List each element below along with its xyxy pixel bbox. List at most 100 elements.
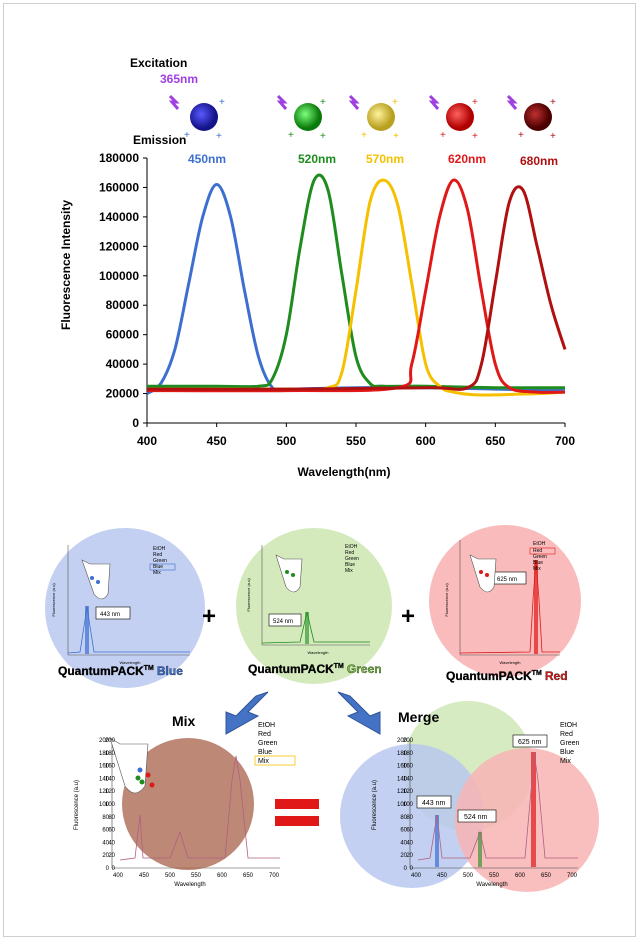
emission-label: Emission <box>133 133 186 147</box>
small-y-tick-label: 40 <box>102 840 109 846</box>
y-axis-title: Fluorescence Intensity <box>59 200 73 330</box>
small-x-tick-label: 450 <box>437 873 448 879</box>
small-y-tick-label: 60 <box>406 828 413 834</box>
peak-box-blue <box>95 606 131 620</box>
peak-label-520: 520nm <box>298 152 336 166</box>
small-y-tick-label: 20 <box>406 853 413 859</box>
small-y-tick-label: 100 <box>105 802 116 808</box>
panel-green: 524 nm EtOH Red Green Blue Mix Fluoresce… <box>236 528 392 684</box>
svg-text:+: + <box>184 130 190 141</box>
small-y-tick-label: 20 <box>108 853 115 859</box>
y-tick-label: 60000 <box>106 328 140 342</box>
series-line-4 <box>146 185 567 391</box>
mix-legend-1: Red <box>258 731 271 738</box>
series-line-3 <box>146 178 566 394</box>
legend-red-1: Red <box>533 548 542 554</box>
legend-green-2: Green <box>345 556 359 562</box>
peak-label-620: 620nm <box>448 152 486 166</box>
merge-peak-box-443 <box>416 795 452 809</box>
y-tick-label: 100000 <box>99 269 139 283</box>
small-y-tick-label: 180 <box>99 751 110 757</box>
merge-peak-443-text: 443 nm <box>422 800 446 807</box>
peak-box-blue-text: 443 nm <box>100 612 120 618</box>
svg-text:+: + <box>392 97 398 108</box>
svg-text:+: + <box>219 97 225 108</box>
legend-blue-3: Blue <box>153 564 163 570</box>
mix-xlabel: Wavelength <box>174 882 205 888</box>
svg-text:+: + <box>550 131 556 142</box>
small-y-tick-label: 160 <box>105 764 116 770</box>
merge-peak-524-text: 524 nm <box>464 814 488 821</box>
arrow-to-mix-icon <box>225 691 269 735</box>
merge-legend-2: Green <box>560 740 580 747</box>
small-y-tick-label: 200 <box>397 738 408 744</box>
small-y-tick-label: 120 <box>397 789 408 795</box>
peak-label-570: 570nm <box>366 152 404 166</box>
mix-legend-0: EtOH <box>258 722 275 729</box>
svg-text:+: + <box>472 131 478 142</box>
merge-legend-1: Red <box>560 731 573 738</box>
small-y-tick-label: 40 <box>406 840 413 846</box>
small-y-tick-label: 180 <box>105 751 116 757</box>
qd-yellow-icon: + + + <box>348 94 399 142</box>
small-y-tick-label: 200 <box>403 738 414 744</box>
small-y-tick-label: 140 <box>397 776 408 782</box>
series-line-1 <box>146 173 566 390</box>
legend-blue-1: Red <box>153 552 162 558</box>
legend-blue-4: Mix <box>153 570 161 576</box>
equals-icon <box>275 799 319 826</box>
figure-frame <box>3 3 636 937</box>
peak-box-red-text: 625 nm <box>497 577 517 583</box>
small-x-tick-label: 500 <box>463 873 474 879</box>
mix-legend-4: Mix <box>258 758 269 765</box>
legend-green-0: EtOH <box>345 544 358 550</box>
svg-text:+: + <box>550 97 556 108</box>
svg-text:+: + <box>440 130 446 141</box>
svg-text:+: + <box>361 130 367 141</box>
merge-title: Merge <box>398 709 439 725</box>
panel-red-ylabel: Fluorescence (a.u) <box>444 583 449 617</box>
svg-text:+: + <box>472 97 478 108</box>
small-y-tick-label: 100 <box>99 802 110 808</box>
x-axis-title: Wavelength(nm) <box>298 465 391 479</box>
small-x-tick-label: 700 <box>567 873 578 879</box>
legend-red-0: EtOH <box>533 541 546 547</box>
merge-peak-box-625 <box>512 734 548 748</box>
small-y-tick-label: 20 <box>400 853 407 859</box>
y-tick-label: 0 <box>132 416 139 430</box>
panel-blue: 443 nm EtOH Red Green Blue Mix Fluoresce… <box>45 528 205 688</box>
y-tick-label: 40000 <box>106 357 140 371</box>
peak-box-green <box>268 613 302 627</box>
mix-legend-2: Green <box>258 740 278 747</box>
small-y-tick-label: 80 <box>406 815 413 821</box>
svg-text:+: + <box>320 131 326 142</box>
y-tick-label: 160000 <box>99 180 139 194</box>
small-x-tick-label: 550 <box>191 873 202 879</box>
legend-red-2: Green <box>533 554 547 560</box>
legend-green-3: Blue <box>345 562 355 568</box>
y-tick-label: 120000 <box>99 239 139 253</box>
small-y-tick-label: 40 <box>108 840 115 846</box>
small-y-tick-label: 160 <box>99 764 110 770</box>
small-y-tick-label: 120 <box>105 789 116 795</box>
x-tick-label: 400 <box>137 434 157 448</box>
small-y-tick-label: 80 <box>400 815 407 821</box>
panel-green-ylabel: Fluorescence (a.u) <box>246 578 251 612</box>
panel-mix: Mix EtOH Red Green Blue Mix Fluorescence… <box>74 713 296 888</box>
qd-darkred-icon: + + + <box>506 94 556 142</box>
peak-label-450: 450nm <box>188 152 226 166</box>
peak-label-680: 680nm <box>520 154 558 168</box>
series-line-2 <box>146 178 566 397</box>
small-x-tick-label: 500 <box>165 873 176 879</box>
legend-red-3: Blue <box>533 560 543 566</box>
small-x-tick-label: 450 <box>139 873 150 879</box>
svg-text:+: + <box>288 130 294 141</box>
small-y-tick-label: 140 <box>105 776 116 782</box>
small-y-tick-label: 120 <box>403 789 414 795</box>
small-y-tick-label: 60 <box>400 828 407 834</box>
small-y-tick-label: 200 <box>105 738 116 744</box>
merge-legend-4: Mix <box>560 758 571 765</box>
merge-peak-box-524 <box>457 809 497 823</box>
brand-green: QuantumPACKTM Green <box>248 662 382 676</box>
legend-red-4: Mix <box>533 566 541 572</box>
